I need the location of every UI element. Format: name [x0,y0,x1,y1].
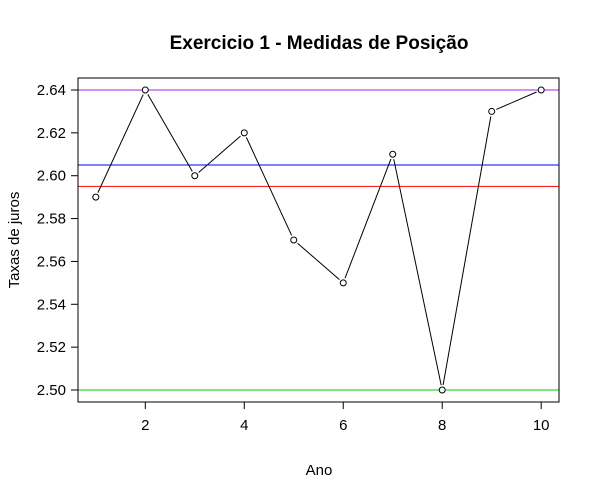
chart-title: Exercicio 1 - Medidas de Posição [170,33,469,54]
series-segment [147,94,193,172]
x-tick-label: 10 [533,417,550,434]
data-point [389,150,397,158]
series-segment [198,135,241,173]
x-tick-label: 6 [339,417,347,434]
series-segment [97,94,144,193]
plot-area-border [77,77,560,403]
data-point [240,129,248,137]
y-tick-label: 2.60 [37,168,66,185]
x-tick-label: 2 [141,417,149,434]
series-segment [496,91,537,110]
data-point [191,172,199,180]
data-point [92,193,100,201]
series-segment [393,159,442,386]
data-point [290,236,298,244]
reference-lines [78,89,559,391]
y-tick-label: 2.56 [37,253,66,270]
series-segment [297,242,340,280]
x-tick-label: 8 [438,417,446,434]
x-axis-label: Ano [306,462,333,479]
y-tick-label: 2.64 [37,82,66,99]
data-point [438,386,446,394]
y-tick-label: 2.50 [37,382,66,399]
data-point [537,86,545,94]
y-tick-label: 2.54 [37,296,66,313]
x-axis: 2 4 6 8 10 [141,401,550,434]
series-segment [442,116,492,386]
y-tick-label: 2.62 [37,125,66,142]
y-axis-label: Taxas de juros [6,192,23,289]
y-tick-label: 2.58 [37,211,66,228]
y-axis: 2.50 2.52 2.54 2.56 2.58 2.60 2.62 2.64 [37,82,79,399]
x-tick-label: 4 [240,417,248,434]
series-layer [92,86,545,394]
y-tick-label: 2.52 [37,339,66,356]
data-point [339,279,347,287]
series-segment [344,158,392,279]
data-point [488,107,496,115]
series-segment [245,137,293,236]
data-point [141,86,149,94]
